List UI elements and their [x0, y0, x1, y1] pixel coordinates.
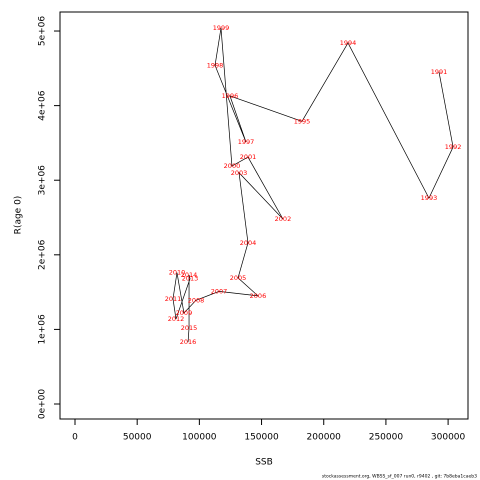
year-label: 2013 [182, 275, 199, 283]
year-label: 2001 [240, 153, 257, 161]
x-tick-label: 100000 [182, 433, 217, 443]
year-label: 2010 [169, 269, 186, 277]
footnote: stockassessment.org, WBSS_sf_007 run0, r… [322, 474, 477, 480]
year-label: 1993 [421, 194, 438, 202]
year-label: 1995 [294, 117, 311, 125]
x-tick-label: 300000 [431, 433, 466, 443]
year-label: 2008 [188, 296, 205, 304]
x-tick-label: 0 [72, 433, 78, 443]
y-tick-label: 0e+00 [38, 389, 48, 420]
x-tick-label: 150000 [244, 433, 279, 443]
year-label: 2003 [231, 169, 248, 177]
year-label: 2005 [230, 274, 247, 282]
year-label: 1994 [340, 39, 357, 47]
x-tick-label: 200000 [307, 433, 342, 443]
y-tick-label: 2e+06 [38, 239, 48, 270]
year-label: 2009 [176, 309, 193, 317]
year-label: 2006 [250, 292, 267, 300]
y-tick-label: 4e+06 [38, 90, 48, 121]
x-tick-label: 250000 [369, 433, 404, 443]
y-axis-label: R(age 0) [14, 196, 24, 235]
x-tick-label: 50000 [123, 433, 152, 443]
year-label: 2012 [168, 315, 185, 323]
year-label: 2011 [165, 295, 182, 303]
year-label: 2007 [211, 287, 228, 295]
year-label: 2004 [240, 239, 257, 247]
year-label: 1998 [207, 61, 224, 69]
y-tick-label: 3e+06 [38, 165, 48, 196]
y-tick-label: 5e+06 [38, 16, 48, 47]
year-label: 2014 [181, 271, 198, 279]
y-tick-label: 1e+06 [38, 314, 48, 345]
year-label: 2000 [224, 162, 241, 170]
trajectory-line [172, 27, 454, 343]
year-label: 2015 [181, 324, 198, 332]
year-label: 2002 [275, 215, 292, 223]
year-label: 1999 [213, 24, 230, 32]
x-axis-label: SSB [255, 458, 273, 468]
year-label: 1992 [445, 143, 462, 151]
year-label: 1996 [222, 92, 239, 100]
year-label: 2016 [180, 338, 197, 346]
plot-box [59, 11, 469, 420]
year-label: 1991 [431, 68, 448, 76]
year-label: 1997 [238, 138, 255, 146]
